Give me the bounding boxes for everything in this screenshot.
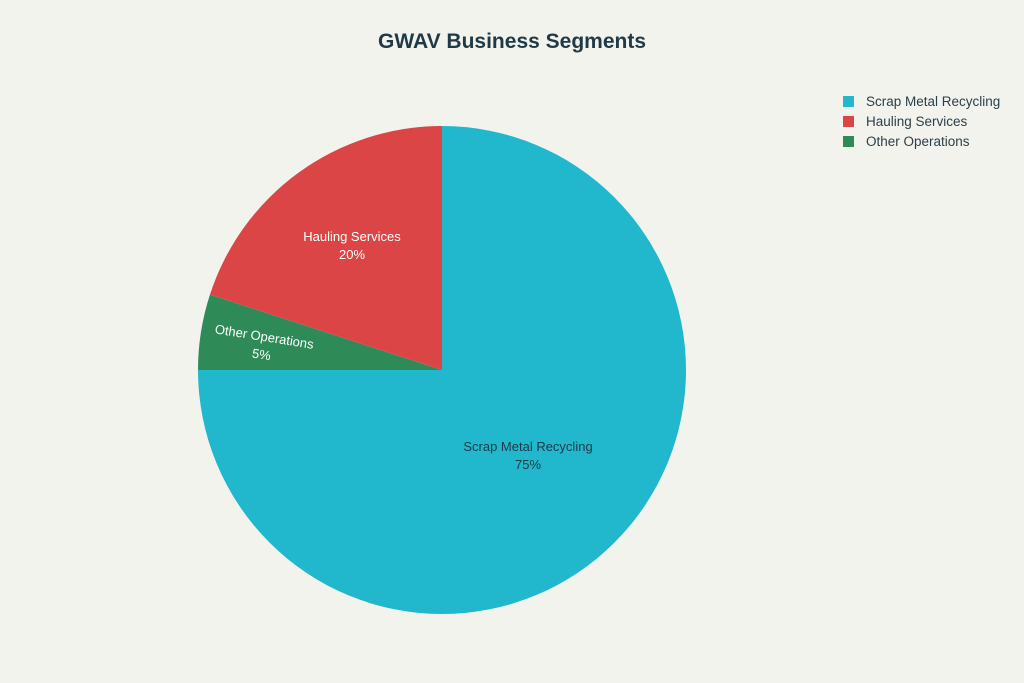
legend-item-other-operations[interactable]: Other Operations [843,131,1000,151]
legend-label: Scrap Metal Recycling [866,93,1001,109]
legend-swatch [843,95,854,107]
legend-swatch [843,135,854,147]
slice-label: Hauling Services 20% [303,229,401,262]
pie-slice-hauling-services[interactable] [209,126,442,370]
legend-swatch [843,115,854,127]
legend-label: Other Operations [866,133,970,149]
chart-title: GWAV Business Segments [377,30,647,53]
legend-item-hauling-services[interactable]: Hauling Services [843,111,1000,131]
legend-label: Hauling Services [866,113,968,129]
slice-label: Scrap Metal Recycling 75% [463,439,592,472]
legend: Scrap Metal Recycling Hauling Services O… [843,91,1000,151]
legend-item-scrap-metal-recycling[interactable]: Scrap Metal Recycling [843,91,1000,111]
pie-slice-other-operations[interactable] [198,294,442,370]
